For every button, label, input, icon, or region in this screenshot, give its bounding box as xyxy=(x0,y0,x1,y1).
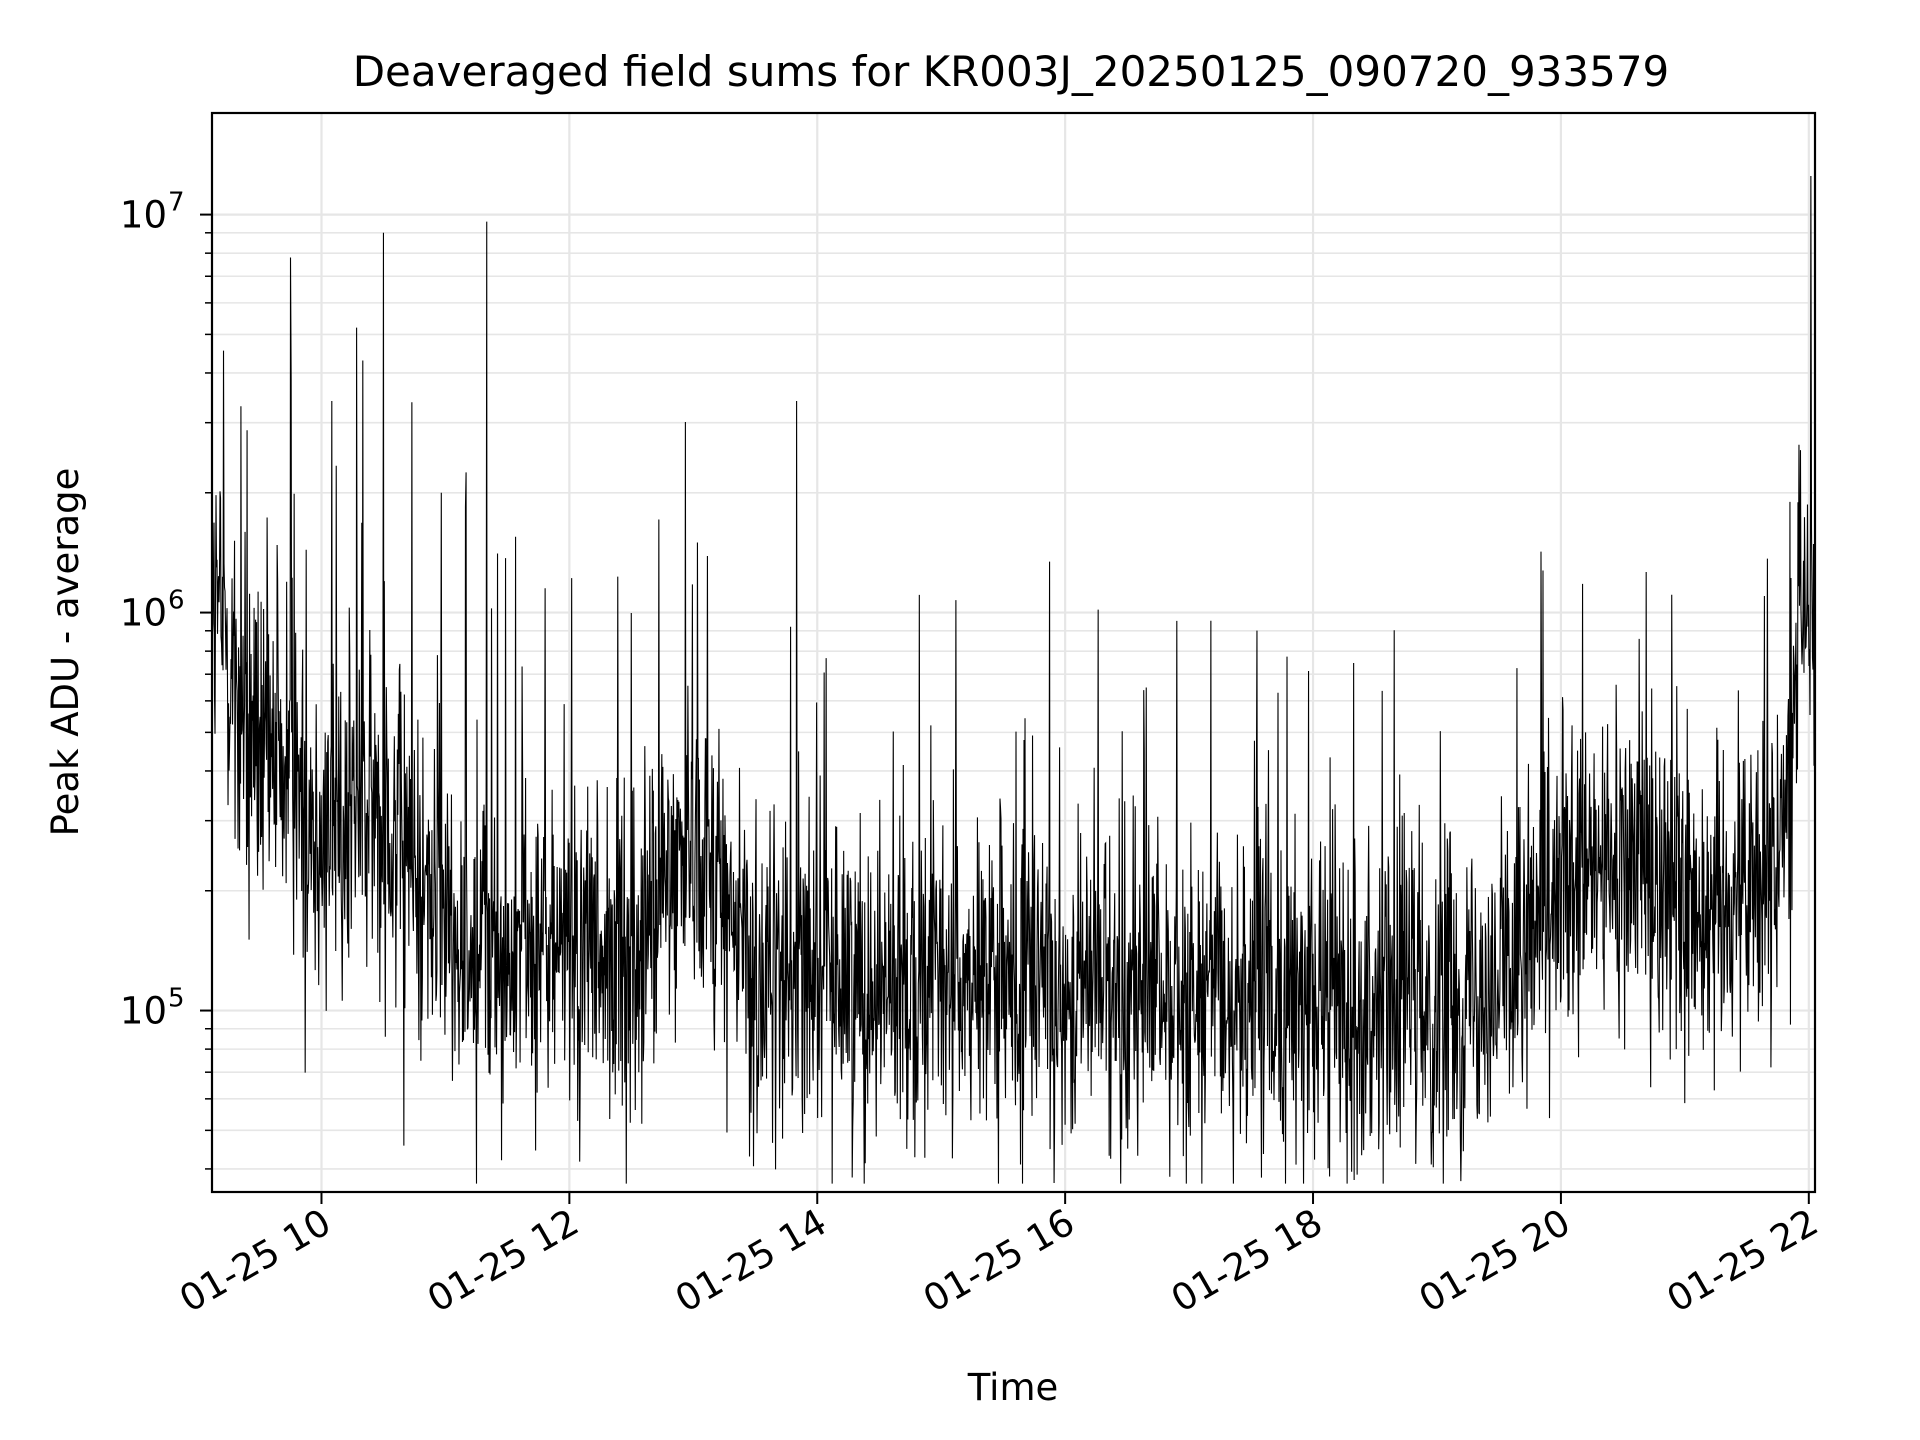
chart-title: Deaveraged field sums for KR003J_2025012… xyxy=(353,47,1670,96)
y-axis-label: Peak ADU - average xyxy=(44,468,87,837)
plot-frame xyxy=(210,111,1817,1194)
y-tick-exponent: 6 xyxy=(168,586,185,616)
y-tick-label: 10 xyxy=(120,194,167,237)
x-tick-label: 01-25 14 xyxy=(668,1201,834,1321)
x-tick-label: 01-25 12 xyxy=(420,1201,586,1321)
x-tick-label: 01-25 22 xyxy=(1660,1201,1826,1321)
y-tick-exponent: 5 xyxy=(168,984,185,1014)
x-axis: 01-25 10 01-25 12 01-25 14 01-25 16 01-25 18… xyxy=(172,1192,1825,1321)
y-tick-label: 10 xyxy=(120,592,167,635)
x-tick-label: 01-25 20 xyxy=(1412,1201,1578,1321)
y-tick-exponent: 7 xyxy=(168,188,185,218)
y-tick-label: 10 xyxy=(120,990,167,1033)
x-tick-label: 01-25 10 xyxy=(172,1201,338,1321)
series-line xyxy=(211,176,1816,1184)
data-series xyxy=(211,176,1816,1184)
x-axis-label: Time xyxy=(967,1366,1059,1409)
x-tick-label: 01-25 18 xyxy=(1164,1201,1330,1321)
x-tick-label: 01-25 16 xyxy=(916,1201,1082,1321)
